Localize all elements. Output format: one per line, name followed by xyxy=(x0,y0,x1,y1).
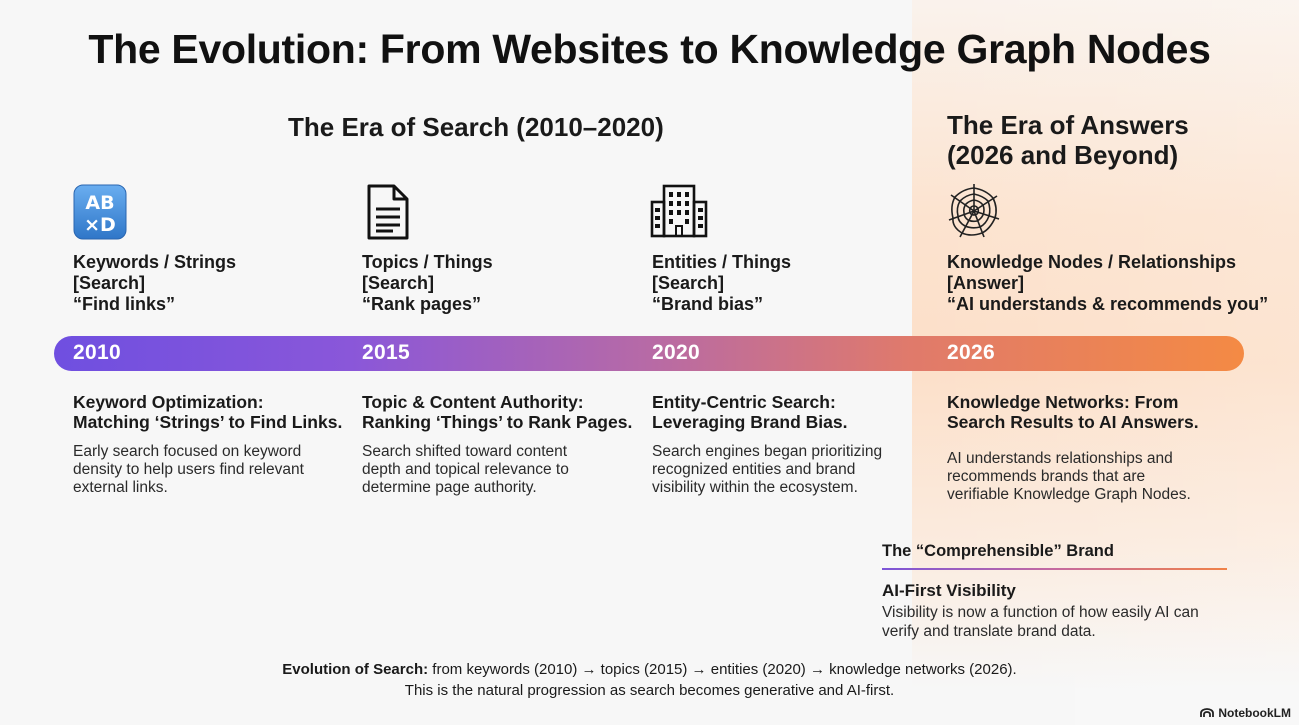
era-answers-title-line1: The Era of Answers xyxy=(947,110,1189,140)
stage-heading-2026: Knowledge Networks: From Search Results … xyxy=(947,392,1199,432)
footer-line1-text: from keywords (2010) → topics (2015) → e… xyxy=(428,661,1017,678)
svg-text:×D: ×D xyxy=(84,214,116,236)
stage-mode: [Search] xyxy=(362,273,435,293)
brand-box-heading: The “Comprehensible” Brand xyxy=(882,542,1114,560)
year-2020: 2020 xyxy=(652,341,700,364)
heading-line2: Search Results to AI Answers. xyxy=(947,412,1199,432)
brand-box-body: Visibility is now a function of how easi… xyxy=(882,604,1199,640)
stage-goal: “Find links” xyxy=(73,294,176,314)
heading-line1: Knowledge Networks: From xyxy=(947,392,1179,412)
stage-label-2026: Knowledge Nodes / Relationships [Answer]… xyxy=(947,252,1268,315)
stage-heading-2020: Entity-Centric Search: Leveraging Brand … xyxy=(652,392,847,432)
stage-mode: [Search] xyxy=(652,273,725,293)
brand-box-subheading: AI-First Visibility xyxy=(882,581,1016,600)
watermark-label: NotebookLM xyxy=(1218,706,1291,720)
heading-line2: Ranking ‘Things’ to Rank Pages. xyxy=(362,412,633,432)
year-2010: 2010 xyxy=(73,341,121,364)
heading-line1: Entity-Centric Search: xyxy=(652,392,836,412)
era-answers-title: The Era of Answers (2026 and Beyond) xyxy=(947,110,1189,170)
stage-heading-2015: Topic & Content Authority: Ranking ‘Thin… xyxy=(362,392,632,432)
stage-goal: “AI understands & recommends you” xyxy=(947,294,1269,314)
stage-goal: “Brand bias” xyxy=(652,294,764,314)
year-2015: 2015 xyxy=(362,341,410,364)
stage-description-2026: AI understands relationships and recomme… xyxy=(947,450,1191,503)
year-2026: 2026 xyxy=(947,341,995,364)
stage-description-2015: Search shifted toward content depth and … xyxy=(362,443,569,496)
heading-line1: Keyword Optimization: xyxy=(73,392,264,412)
footer-line2: This is the natural progression as searc… xyxy=(404,682,895,699)
office-building-icon xyxy=(650,184,708,240)
stage-concept: Entities / Things xyxy=(652,252,792,272)
brand-box-divider xyxy=(882,568,1227,570)
comprehensible-brand-box: The “Comprehensible” Brand AI-First Visi… xyxy=(882,542,1227,641)
stage-description-2020: Search engines began prioritizing recogn… xyxy=(652,443,883,496)
stage-mode: [Answer] xyxy=(947,273,1025,293)
document-icon xyxy=(365,184,421,240)
footer-summary: Evolution of Search: from keywords (2010… xyxy=(0,659,1299,701)
heading-line1: Topic & Content Authority: xyxy=(362,392,584,412)
page-title: The Evolution: From Websites to Knowledg… xyxy=(88,26,1211,72)
abxd-symbol-icon: AB ×D xyxy=(73,184,129,240)
stage-label-2010: Keywords / Strings [Search] “Find links” xyxy=(73,252,236,315)
footer-bold-lead: Evolution of Search: xyxy=(282,661,429,678)
heading-line2: Leveraging Brand Bias. xyxy=(652,412,848,432)
stage-concept: Knowledge Nodes / Relationships xyxy=(947,252,1237,272)
stage-concept: Topics / Things xyxy=(362,252,493,272)
spider-web-icon xyxy=(946,182,1002,238)
stage-concept: Keywords / Strings xyxy=(73,252,237,272)
footer-line1: Evolution of Search: from keywords (2010… xyxy=(0,659,1299,680)
stage-label-2015: Topics / Things [Search] “Rank pages” xyxy=(362,252,493,315)
heading-line2: Matching ‘Strings’ to Find Links. xyxy=(73,412,343,432)
stage-description-2010: Early search focused on keyword density … xyxy=(73,443,304,496)
svg-text:AB: AB xyxy=(85,192,114,214)
stage-mode: [Search] xyxy=(73,273,146,293)
stage-heading-2010: Keyword Optimization: Matching ‘Strings’… xyxy=(73,392,342,432)
notebooklm-watermark: NotebookLM xyxy=(1200,706,1291,720)
era-search-title: The Era of Search (2010–2020) xyxy=(288,112,664,142)
era-answers-title-line2: (2026 and Beyond) xyxy=(947,140,1179,170)
stage-goal: “Rank pages” xyxy=(362,294,482,314)
notebooklm-logo-icon xyxy=(1200,708,1215,717)
stage-label-2020: Entities / Things [Search] “Brand bias” xyxy=(652,252,791,315)
timeline-bar xyxy=(54,336,1244,371)
